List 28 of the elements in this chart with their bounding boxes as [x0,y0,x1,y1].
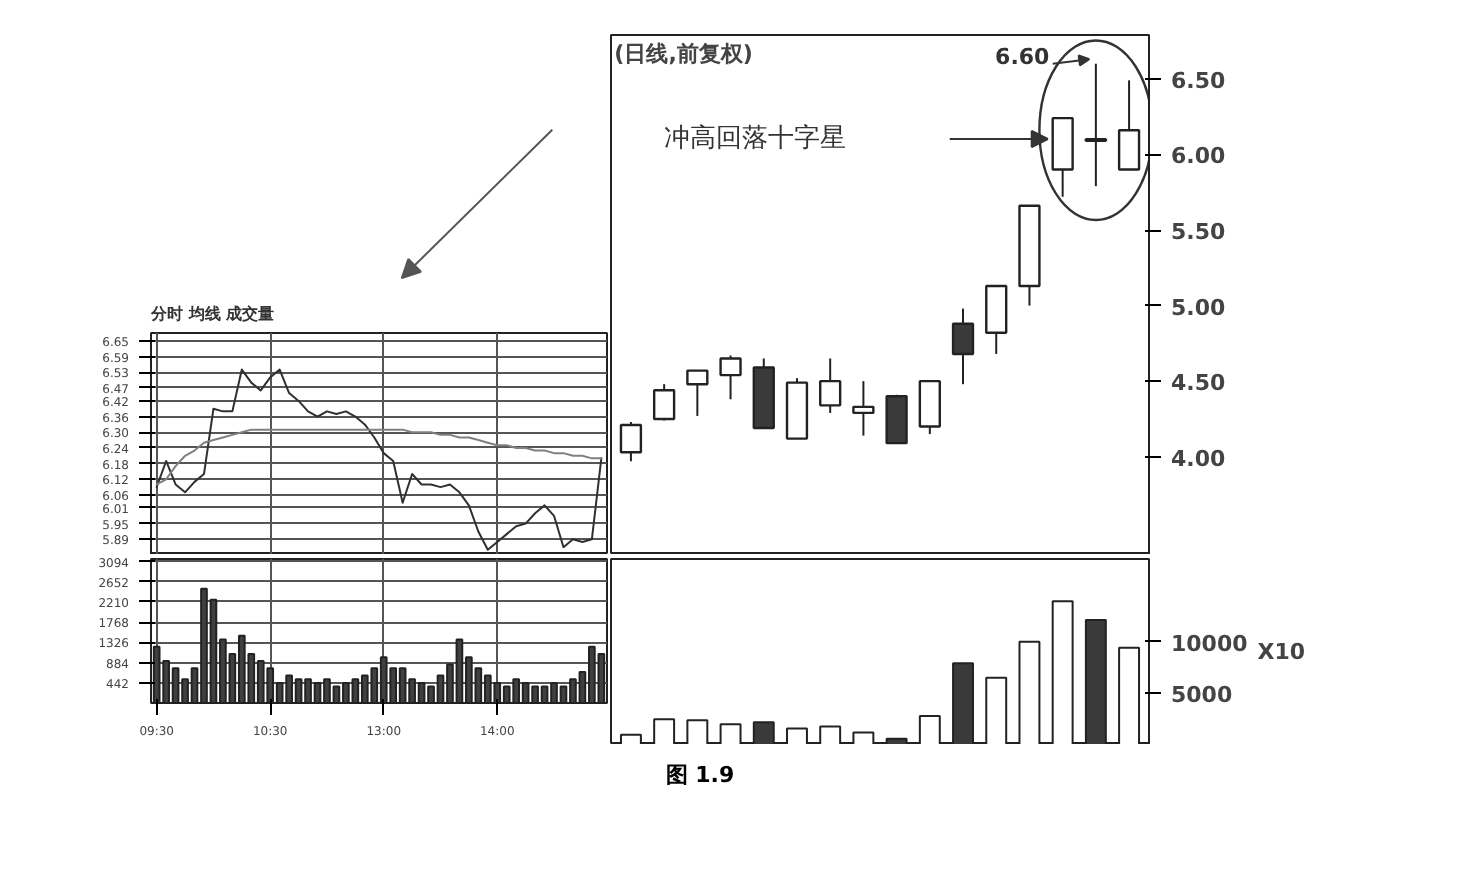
chart-title: 分时 均线 成交量 [149,303,275,323]
y-tick-label: 4.00 [1171,445,1226,472]
annotation: 冲高回落十字星 [664,122,847,154]
line-series [155,368,603,551]
y-tick-label: 6.50 [1171,67,1226,94]
y-tick-label: 6.00 [1171,143,1226,170]
candlestick [719,354,742,401]
candlestick [918,379,941,436]
annotation: 6.60 [995,43,1051,70]
candlestick [1084,62,1108,188]
chart-title: (日线,前复权) [614,41,753,67]
y-tick-label: 10000 [1171,630,1249,657]
text: X10 [1257,639,1306,665]
candlestick [619,420,643,463]
y-tick-label: 4.50 [1171,370,1226,397]
y-tick-label: 5000 [1171,682,1233,709]
y-tick-label: 5.50 [1171,219,1226,245]
candlestick [686,369,709,417]
candlestick [1117,79,1141,171]
candlestick [852,380,875,437]
candlestick [819,357,842,414]
line-series [155,428,603,486]
candlestick [885,393,908,445]
y-tick-label: 5.00 [1171,294,1226,321]
caption: 图 1.9 [665,760,735,792]
candlestick [951,307,975,386]
candlestick [985,284,1008,355]
candlestick [652,383,676,422]
